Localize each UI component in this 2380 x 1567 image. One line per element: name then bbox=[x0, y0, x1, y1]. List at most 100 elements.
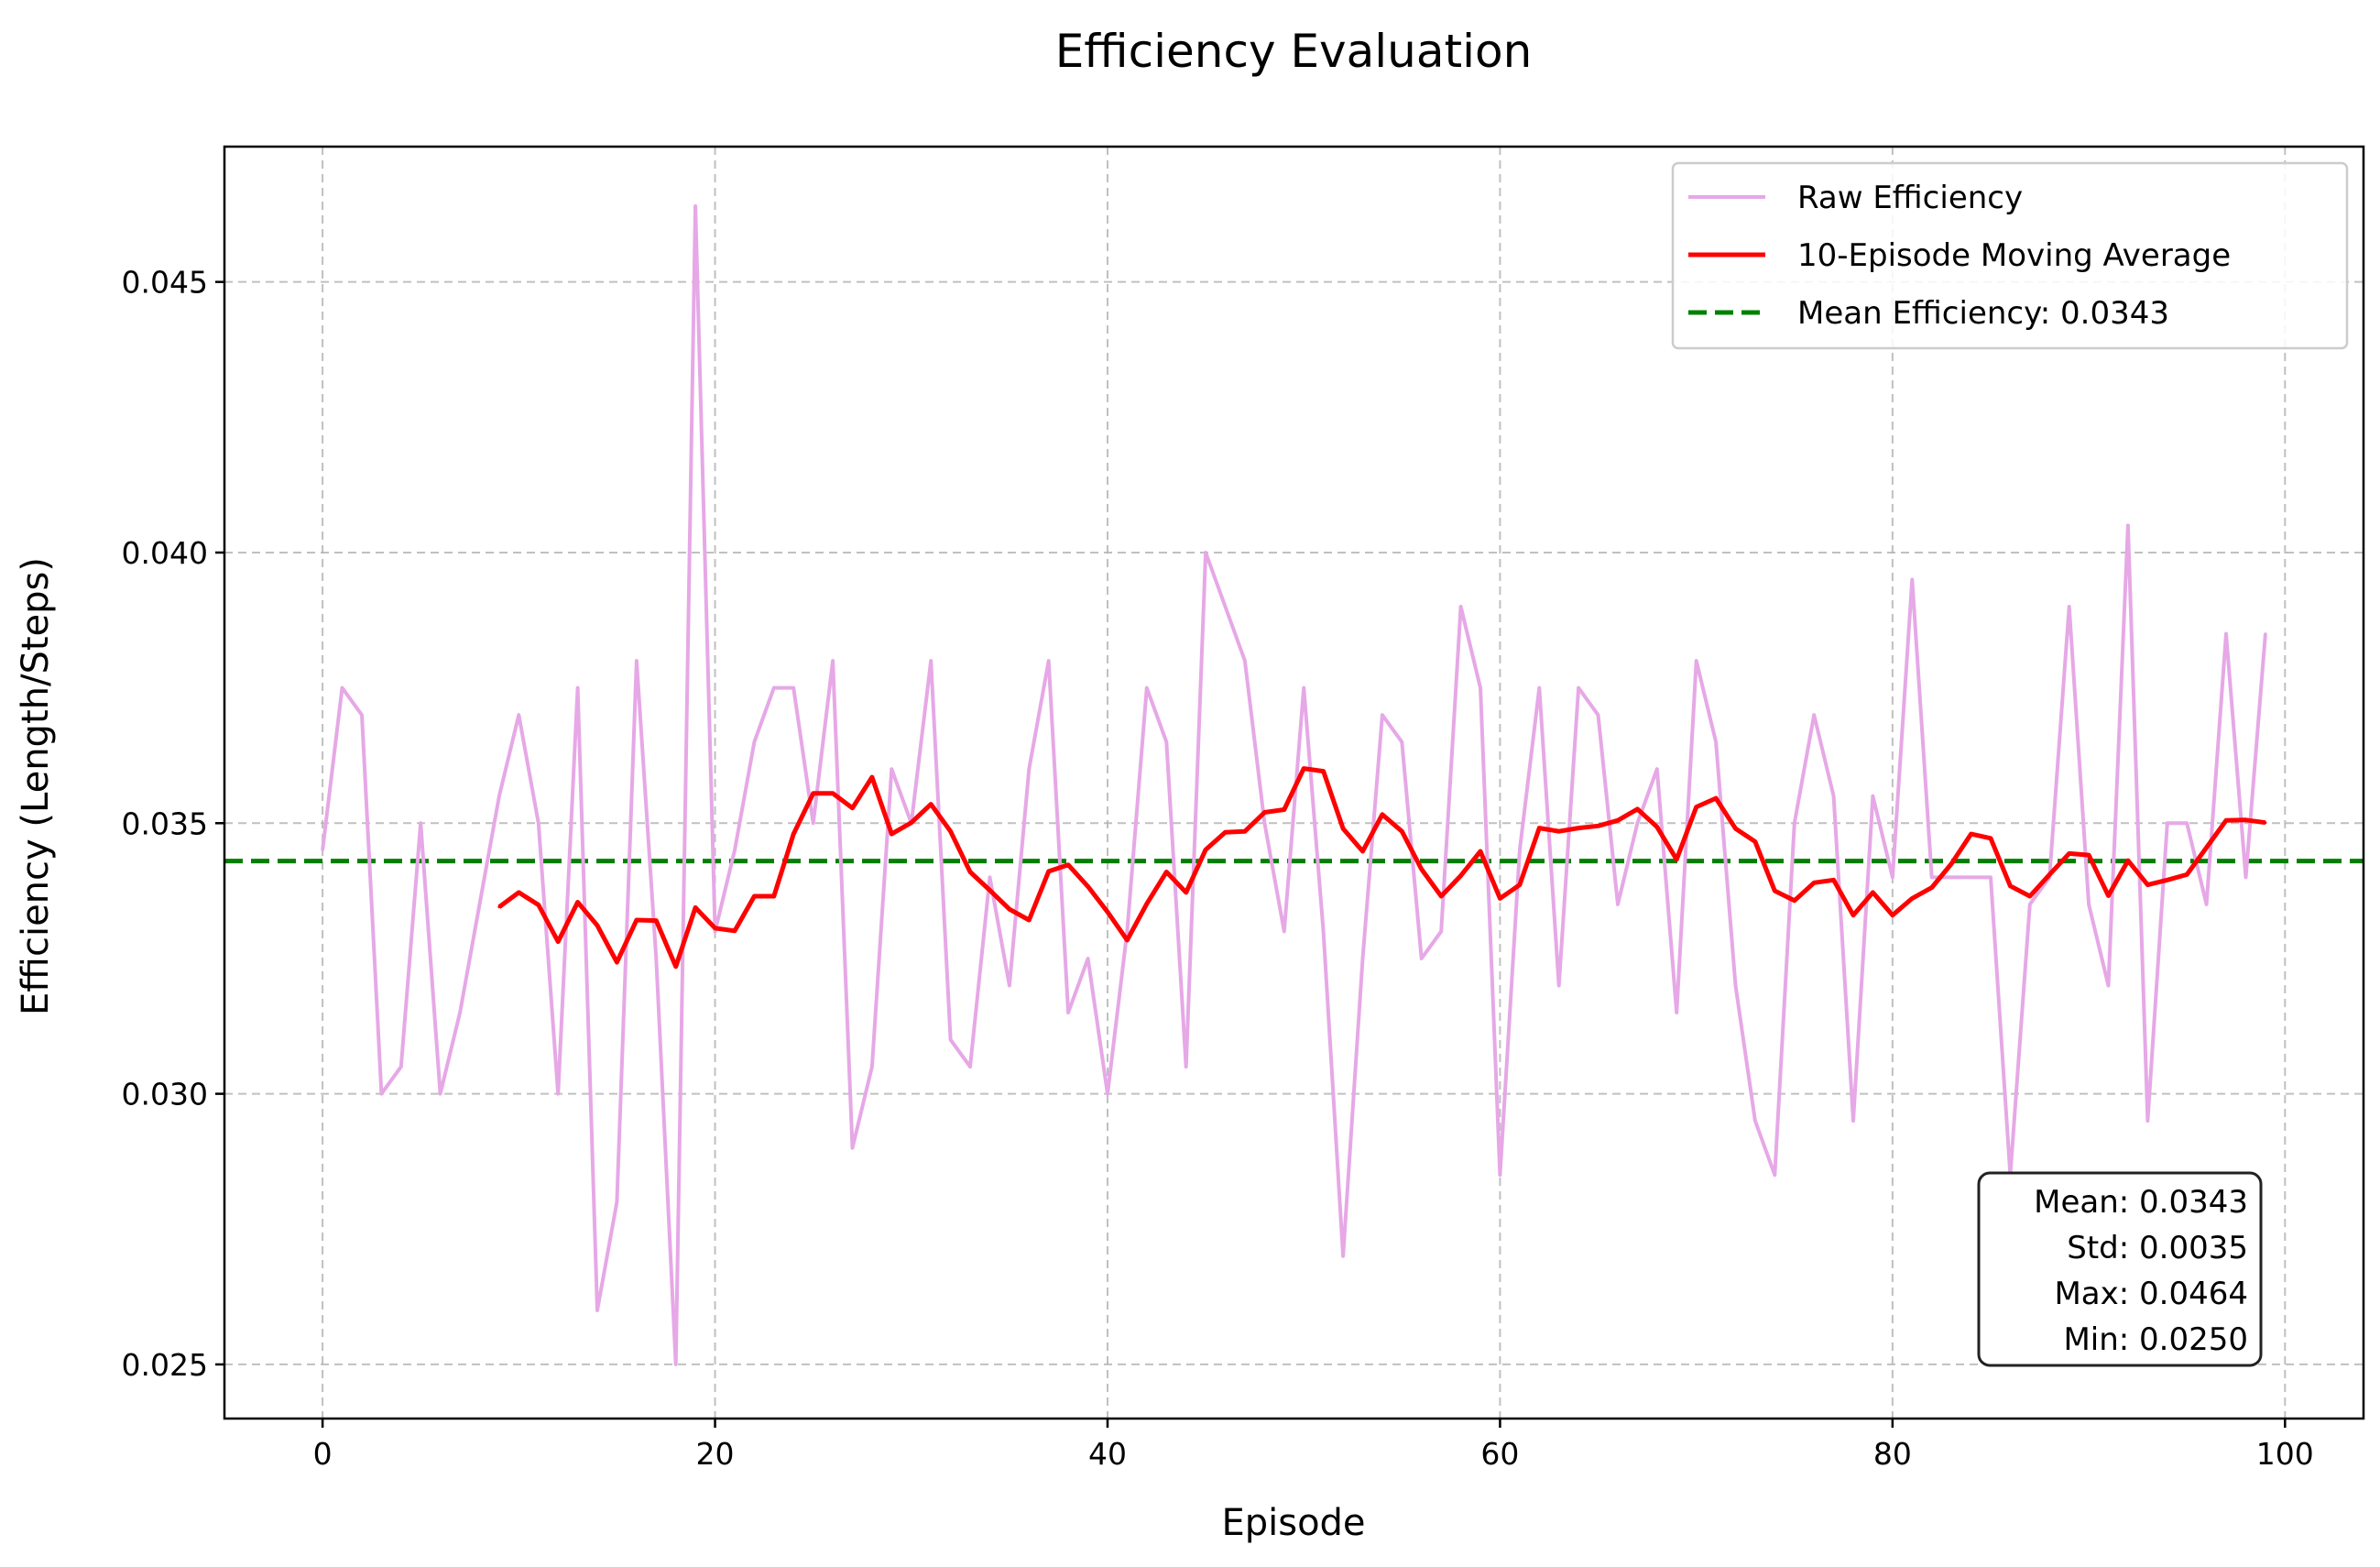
moving-average-point bbox=[1970, 832, 1973, 836]
raw-efficiency-point bbox=[576, 686, 580, 690]
raw-efficiency-point bbox=[2145, 1119, 2149, 1123]
raw-efficiency-point bbox=[595, 1309, 599, 1312]
raw-efficiency-point bbox=[1871, 794, 1874, 798]
raw-efficiency-point bbox=[1518, 849, 1522, 852]
raw-efficiency-point bbox=[929, 659, 933, 663]
moving-average-point bbox=[2244, 818, 2247, 822]
raw-efficiency-point bbox=[615, 1200, 618, 1204]
moving-average-point bbox=[2185, 872, 2189, 876]
moving-average-point bbox=[949, 829, 953, 833]
raw-efficiency-point bbox=[478, 903, 481, 906]
y-axis-label: Efficiency (Length/Steps) bbox=[15, 557, 57, 1015]
moving-average-point bbox=[1616, 818, 1620, 822]
raw-efficiency-point bbox=[812, 821, 815, 825]
raw-efficiency-point bbox=[1675, 1011, 1678, 1014]
raw-efficiency-point bbox=[1557, 984, 1561, 987]
moving-average-point bbox=[2047, 872, 2051, 876]
moving-average-point bbox=[988, 889, 991, 892]
moving-average-point bbox=[1734, 827, 1737, 830]
raw-efficiency-point bbox=[1655, 767, 1659, 771]
raw-efficiency-point bbox=[831, 659, 835, 663]
raw-efficiency-point bbox=[949, 1038, 953, 1042]
raw-efficiency-point bbox=[341, 686, 344, 690]
raw-efficiency-point bbox=[1066, 1011, 1070, 1014]
raw-efficiency-point bbox=[1970, 875, 1973, 879]
raw-efficiency-point bbox=[1008, 984, 1011, 987]
raw-efficiency-point bbox=[517, 713, 520, 717]
moving-average-point bbox=[1145, 902, 1149, 905]
raw-efficiency-point bbox=[1439, 929, 1443, 933]
y-tick-label: 0.025 bbox=[122, 1347, 208, 1383]
legend-raw-label: Raw Efficiency bbox=[1797, 180, 2023, 216]
axis-ticks: 0 20 40 60 80 100 0.025 0.030 0.035 0.040 0.045 bbox=[122, 265, 2314, 1472]
moving-average-point bbox=[615, 960, 618, 964]
raw-efficiency-point bbox=[1302, 686, 1305, 690]
moving-average-points bbox=[497, 767, 2267, 969]
raw-efficiency-point bbox=[1616, 903, 1620, 906]
moving-average-point bbox=[1675, 858, 1678, 861]
raw-efficiency-point bbox=[1479, 686, 1482, 690]
raw-efficiency-point bbox=[1185, 1065, 1188, 1068]
moving-average-point bbox=[1302, 767, 1305, 771]
raw-efficiency-point bbox=[1695, 659, 1698, 663]
raw-efficiency-point bbox=[851, 1146, 854, 1150]
legend: Raw Efficiency 10-Episode Moving Average… bbox=[1671, 161, 2349, 350]
moving-average-point bbox=[714, 926, 717, 930]
raw-efficiency-point bbox=[988, 875, 991, 879]
raw-efficiency-point bbox=[419, 821, 422, 825]
raw-efficiency-point bbox=[1125, 929, 1129, 933]
moving-average-point bbox=[792, 832, 795, 836]
raw-efficiency-point bbox=[2185, 821, 2189, 825]
raw-efficiency-point bbox=[1400, 740, 1403, 744]
moving-average-point bbox=[1322, 770, 1326, 773]
raw-efficiency-point bbox=[1381, 713, 1384, 717]
moving-average-point bbox=[517, 891, 520, 894]
x-tick-label: 80 bbox=[1873, 1436, 1912, 1472]
moving-average-point bbox=[674, 965, 678, 969]
raw-efficiency-points bbox=[321, 204, 2267, 1366]
moving-average-point bbox=[1518, 883, 1522, 887]
moving-average-point bbox=[1812, 881, 1816, 884]
moving-average-point bbox=[910, 821, 913, 825]
raw-efficiency-point bbox=[1793, 821, 1796, 825]
moving-average-point bbox=[1361, 849, 1364, 853]
raw-efficiency-point bbox=[497, 794, 501, 798]
moving-average-point bbox=[851, 806, 854, 810]
moving-average-point bbox=[1204, 848, 1207, 851]
moving-average-point bbox=[1400, 829, 1403, 833]
moving-average-point bbox=[2166, 878, 2169, 882]
moving-average-point bbox=[929, 803, 933, 806]
moving-average-point bbox=[2145, 883, 2149, 887]
moving-average-point bbox=[2107, 893, 2110, 897]
moving-average-point bbox=[1597, 824, 1599, 827]
raw-efficiency-point bbox=[321, 849, 324, 852]
raw-efficiency-point bbox=[1910, 578, 1914, 581]
y-tick-label: 0.040 bbox=[122, 535, 208, 571]
moving-average-point bbox=[890, 832, 893, 836]
raw-efficiency-point bbox=[2264, 632, 2267, 636]
moving-average-point bbox=[1420, 868, 1424, 871]
legend-mean-label: Mean Efficiency: 0.0343 bbox=[1797, 295, 2169, 332]
raw-efficiency-point bbox=[870, 1065, 874, 1068]
moving-average-point bbox=[1066, 863, 1070, 867]
moving-average-point bbox=[1655, 825, 1659, 828]
y-tick-label: 0.030 bbox=[122, 1077, 208, 1112]
moving-average-point bbox=[576, 901, 580, 904]
moving-average-point bbox=[1577, 827, 1580, 830]
raw-efficiency-point bbox=[890, 767, 893, 771]
raw-efficiency-point bbox=[714, 929, 717, 933]
moving-average-point bbox=[1871, 891, 1874, 894]
raw-efficiency-point bbox=[1224, 605, 1227, 608]
moving-average-point bbox=[1047, 870, 1051, 873]
raw-efficiency-point bbox=[1420, 957, 1424, 960]
raw-efficiency-point bbox=[1989, 875, 1992, 879]
raw-efficiency-point bbox=[1812, 713, 1816, 717]
raw-efficiency-point bbox=[1891, 875, 1894, 879]
raw-efficiency-point bbox=[674, 1363, 678, 1366]
raw-efficiency-point bbox=[2107, 984, 2110, 987]
raw-efficiency-point bbox=[379, 1092, 383, 1096]
moving-average-point bbox=[2224, 818, 2228, 822]
x-tick-label: 20 bbox=[696, 1436, 735, 1472]
stats-min: Min: 0.0250 bbox=[2063, 1321, 2248, 1358]
moving-average-point bbox=[870, 775, 874, 779]
